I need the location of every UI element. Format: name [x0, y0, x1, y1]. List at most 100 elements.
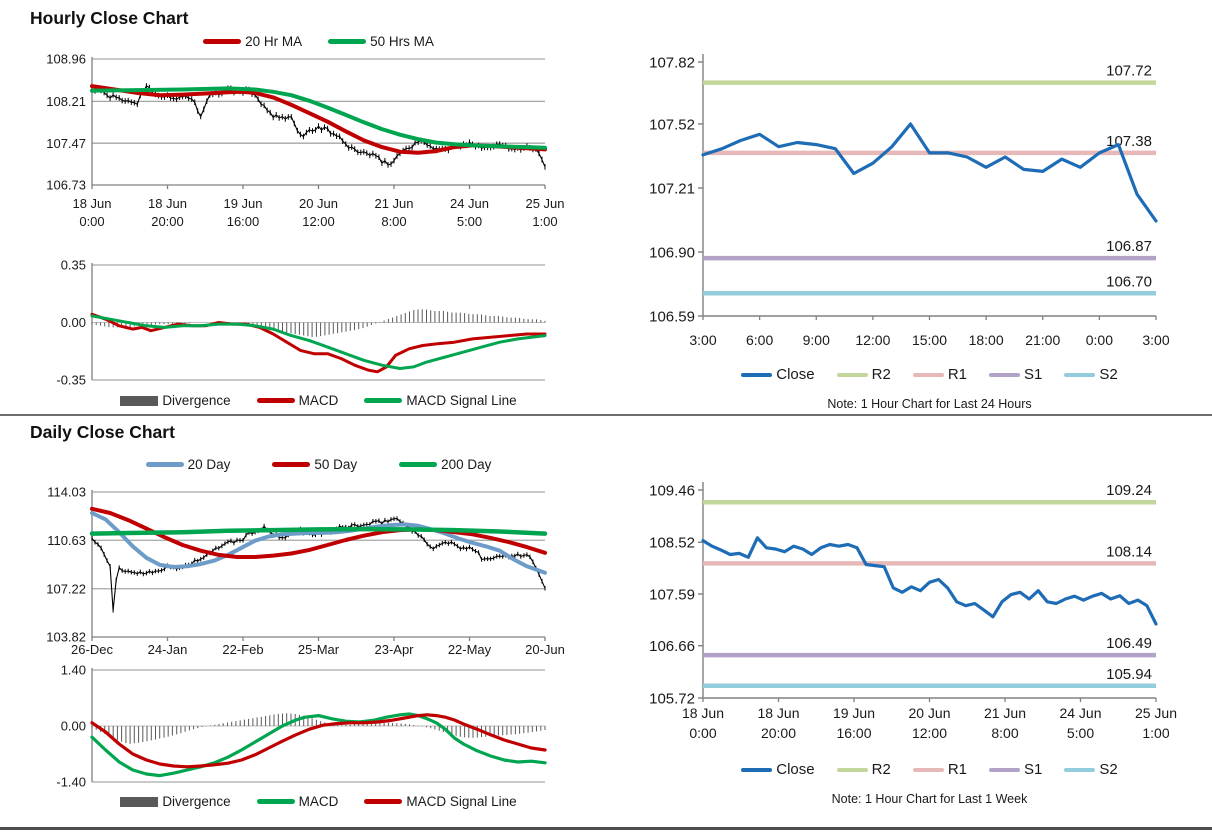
legend-label: 20 Day: [187, 457, 231, 472]
legend-label: MACD: [298, 393, 339, 408]
daily-macd-legend: Divergence MACD MACD Signal Line: [92, 794, 545, 809]
legend-swatch-50-day: [272, 462, 311, 467]
hourly-section-title: Hourly Close Chart: [30, 8, 189, 28]
legend-item-r1: R1: [912, 366, 967, 383]
legend-label: Close: [776, 761, 815, 778]
pivot-value-label: 109.24: [1106, 482, 1152, 499]
legend-swatch-r1: [912, 767, 944, 772]
pivot-value-label: 106.70: [1106, 273, 1152, 290]
pivot-value-label: 105.94: [1106, 666, 1152, 683]
x-tick-label: 18 Jun: [757, 705, 799, 721]
y-tick-label: -1.40: [56, 775, 86, 790]
y-tick-label: -0.35: [56, 373, 86, 388]
x-tick-label: 16:00: [227, 214, 260, 229]
legend-item-20-hr-ma: 20 Hr MA: [203, 34, 302, 49]
legend-swatch-s2: [1064, 372, 1096, 377]
series-200-day: [89, 526, 548, 536]
legend-swatch-s1: [989, 767, 1020, 772]
legend-item-r1: R1: [912, 761, 967, 778]
x-tick-label: 18 Jun: [148, 196, 187, 211]
hourly-macd-chart: 0.35 0.00 -0.35: [56, 258, 547, 388]
legend-item-divergence: Divergence: [120, 393, 231, 408]
legend-item-r2: R2: [836, 366, 891, 383]
legend-label: Close: [776, 366, 815, 383]
x-tick-label: 8:00: [991, 725, 1018, 741]
x-tick-label: 1:00: [532, 214, 557, 229]
legend-item-20-day: 20 Day: [145, 457, 231, 472]
legend-label: MACD: [298, 794, 339, 809]
y-tick-label: 1.40: [61, 663, 86, 678]
x-tick-label: 6:00: [746, 332, 773, 348]
x-tick-label: 3:00: [689, 332, 716, 348]
legend-swatch-s2: [1064, 767, 1096, 772]
x-tick-label: 1:00: [1142, 725, 1169, 741]
legend-item-macd-signal-line: MACD Signal Line: [364, 794, 517, 809]
daily-macd-chart: 1.40 0.00 -1.40: [56, 663, 547, 790]
series-macd-signal-line: [90, 314, 547, 370]
y-tick-label: 114.03: [47, 485, 86, 500]
daily-section-title: Daily Close Chart: [30, 422, 175, 442]
legend-swatch-20-hr-ma: [203, 39, 242, 44]
legend-label: Divergence: [162, 393, 231, 408]
x-tick-label: 12:00: [302, 214, 335, 229]
x-tick-label: 20 Jun: [299, 196, 338, 211]
legend-item-s2: S2: [1064, 761, 1118, 778]
legend-item-macd: MACD: [256, 794, 339, 809]
series-macd: [90, 312, 547, 374]
x-tick-label: 5:00: [1067, 725, 1094, 741]
legend-item-r2: R2: [836, 761, 891, 778]
legend-swatch-macd-signal-line: [364, 398, 403, 403]
x-tick-label: 23-Apr: [374, 642, 414, 657]
series-50-hrs-ma: [90, 86, 547, 150]
legend-swatch-50-hrs-ma: [328, 39, 367, 44]
legend-item-divergence: Divergence: [120, 794, 231, 809]
x-tick-label: 22-Feb: [222, 642, 263, 657]
x-tick-label: 19 Jun: [833, 705, 875, 721]
legend-label: 20 Hr MA: [245, 34, 303, 49]
price-line: [91, 85, 546, 168]
x-tick-label: 25 Jun: [1135, 705, 1177, 721]
pivot-value-label: 106.87: [1106, 238, 1152, 255]
legend-label: S2: [1099, 761, 1118, 778]
legend-label: Divergence: [162, 794, 231, 809]
y-tick-label: 0.35: [61, 258, 86, 273]
legend-label: R1: [947, 366, 967, 383]
x-tick-label: 0:00: [689, 725, 716, 741]
legend-item-s1: S1: [989, 366, 1042, 383]
legend-swatch-macd: [256, 799, 295, 804]
series-macd: [90, 712, 547, 778]
series-50-day: [90, 506, 547, 559]
legend-swatch-r1: [912, 372, 944, 377]
legend-swatch-divergence: [120, 796, 159, 807]
legend-label: R2: [871, 366, 891, 383]
y-tick-label: 108.21: [46, 94, 86, 109]
legend-swatch-r2: [836, 372, 868, 377]
legend-item-macd-signal-line: MACD Signal Line: [364, 393, 517, 408]
y-tick-label: 106.66: [649, 638, 695, 655]
x-tick-label: 16:00: [836, 725, 871, 741]
y-tick-label: 106.59: [649, 308, 695, 325]
legend-label: R2: [871, 761, 891, 778]
x-tick-label: 24-Jan: [148, 642, 188, 657]
legend-swatch-macd: [256, 398, 295, 403]
hourly-pivot-chart: 107.72107.38106.87106.70107.82107.52107.…: [649, 54, 1170, 348]
x-tick-label: 21 Jun: [984, 705, 1026, 721]
x-tick-label: 24 Jun: [450, 196, 489, 211]
hourly-pivot-note: Note: 1 Hour Chart for Last 24 Hours: [827, 397, 1032, 411]
legend-item-close: Close: [741, 366, 815, 383]
x-tick-label: 12:00: [912, 725, 947, 741]
x-tick-label: 20 Jun: [908, 705, 950, 721]
legend-label: S1: [1024, 761, 1043, 778]
series-close: [701, 122, 1158, 223]
pivot-value-label: 108.14: [1106, 543, 1152, 560]
y-tick-label: 107.59: [649, 586, 695, 603]
x-tick-label: 18:00: [969, 332, 1004, 348]
legend-label: MACD Signal Line: [406, 393, 517, 408]
legend-label: 200 Day: [441, 457, 492, 472]
legend-swatch-20-day: [145, 462, 184, 467]
legend-label: MACD Signal Line: [406, 794, 517, 809]
y-tick-label: 0.00: [61, 315, 86, 330]
y-tick-label: 107.82: [649, 54, 695, 71]
